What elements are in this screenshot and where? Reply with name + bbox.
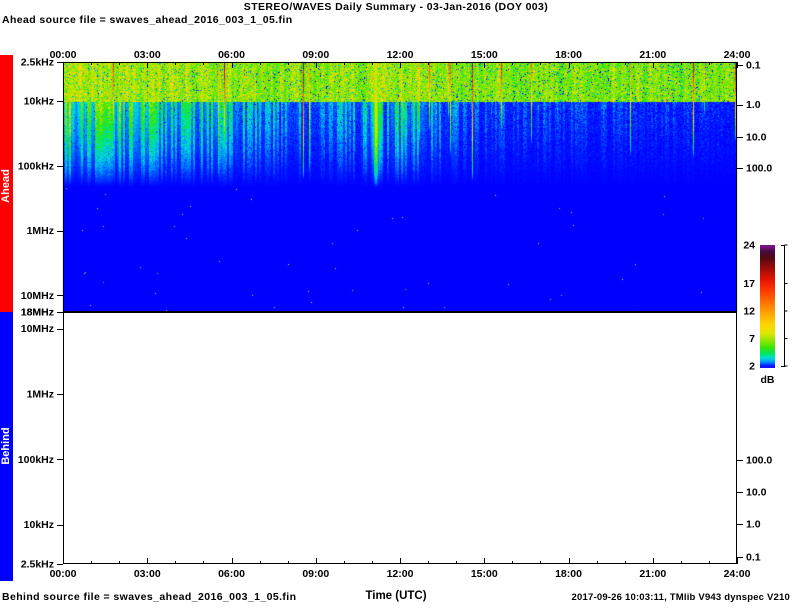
svg-text:09:00: 09:00 <box>302 49 329 61</box>
svg-text:12:00: 12:00 <box>387 568 414 580</box>
svg-text:1.0: 1.0 <box>746 99 761 111</box>
svg-text:18:00: 18:00 <box>555 49 582 61</box>
svg-text:03:00: 03:00 <box>134 568 161 580</box>
svg-text:0.1: 0.1 <box>746 552 761 564</box>
svg-text:1MHz: 1MHz <box>27 389 54 401</box>
svg-text:06:00: 06:00 <box>218 49 245 61</box>
svg-text:24:00: 24:00 <box>724 568 751 580</box>
svg-text:100kHz: 100kHz <box>18 454 54 466</box>
svg-text:18:00: 18:00 <box>555 568 582 580</box>
svg-text:06:00: 06:00 <box>218 568 245 580</box>
svg-text:2.5kHz: 2.5kHz <box>21 559 54 571</box>
svg-text:10MHz: 10MHz <box>21 290 54 302</box>
svg-text:10.0: 10.0 <box>746 487 767 499</box>
svg-text:12: 12 <box>743 306 755 318</box>
svg-text:10.0: 10.0 <box>746 132 767 144</box>
svg-text:2.5kHz: 2.5kHz <box>21 57 54 69</box>
svg-text:10kHz: 10kHz <box>24 96 54 108</box>
svg-text:15:00: 15:00 <box>471 568 498 580</box>
svg-text:12:00: 12:00 <box>387 49 414 61</box>
svg-text:17: 17 <box>743 278 755 290</box>
svg-text:1.0: 1.0 <box>746 519 761 531</box>
svg-text:10MHz: 10MHz <box>21 323 54 335</box>
svg-text:24: 24 <box>743 240 755 252</box>
svg-text:0.1: 0.1 <box>746 60 761 72</box>
svg-text:100kHz: 100kHz <box>18 160 54 172</box>
svg-text:21:00: 21:00 <box>639 568 666 580</box>
svg-text:dB: dB <box>761 374 775 386</box>
svg-text:03:00: 03:00 <box>134 49 161 61</box>
svg-text:7: 7 <box>749 333 755 345</box>
svg-text:09:00: 09:00 <box>302 568 329 580</box>
svg-text:18MHz: 18MHz <box>21 307 54 319</box>
svg-text:21:00: 21:00 <box>639 49 666 61</box>
svg-text:2: 2 <box>749 361 755 373</box>
svg-text:100.0: 100.0 <box>746 163 772 175</box>
svg-text:10kHz: 10kHz <box>24 519 54 531</box>
svg-text:15:00: 15:00 <box>471 49 498 61</box>
svg-text:1MHz: 1MHz <box>27 225 54 237</box>
svg-text:100.0: 100.0 <box>746 455 772 467</box>
